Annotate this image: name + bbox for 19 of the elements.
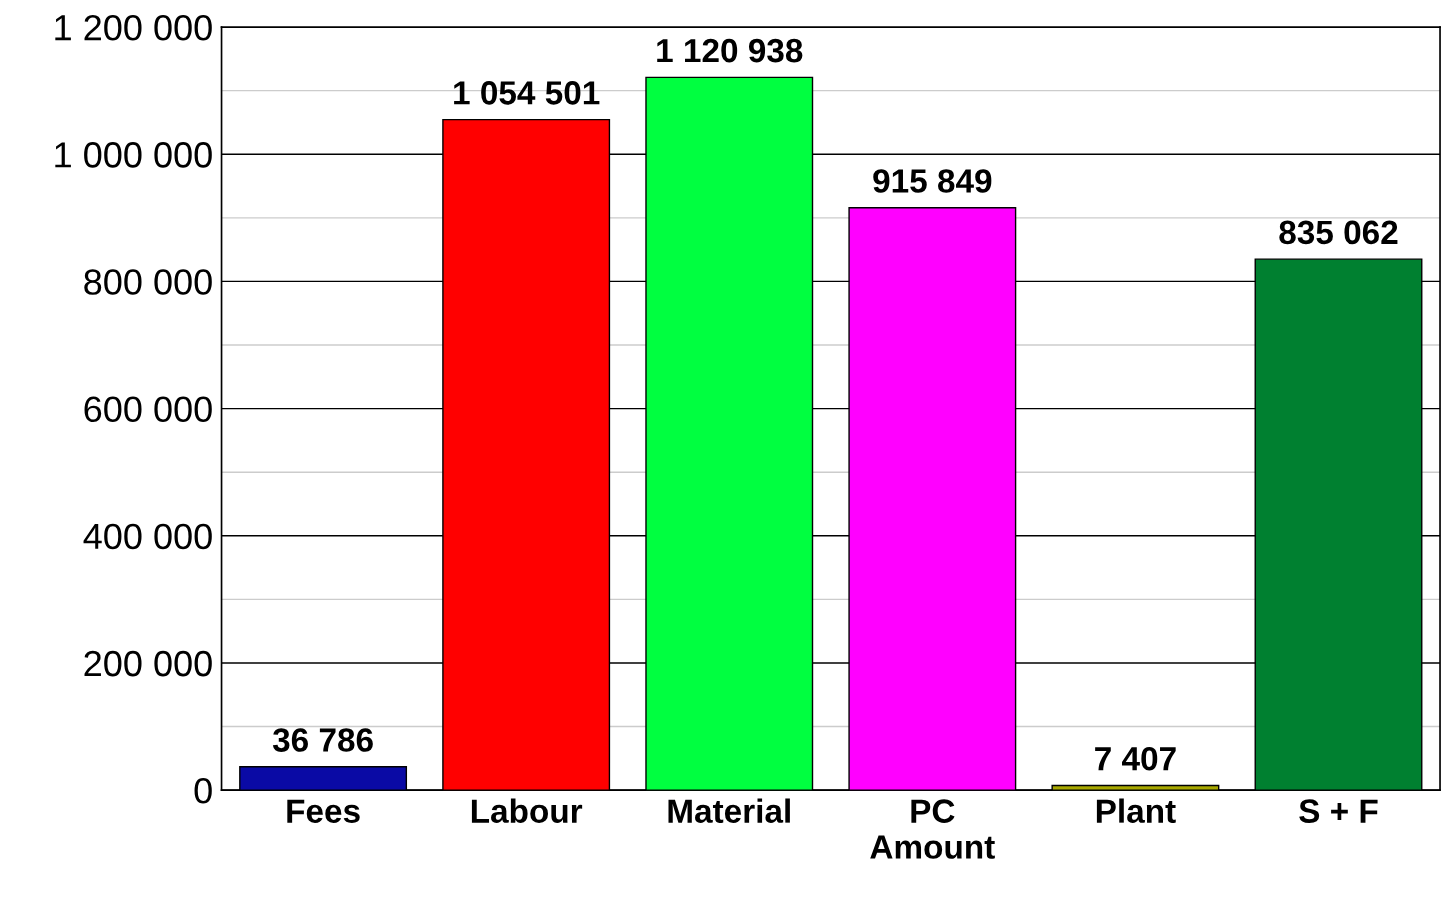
y-tick-label: 600 000 xyxy=(84,396,212,423)
x-tick-label: Plant xyxy=(1096,798,1176,823)
data-label: 1 120 938 xyxy=(657,38,803,63)
data-label: 915 849 xyxy=(873,169,992,193)
x-tick-label: PC Amount xyxy=(870,799,995,859)
x-tick-label: S + F xyxy=(1299,799,1378,823)
x-tick-label: Fees xyxy=(287,799,360,823)
y-tick-label: 200 000 xyxy=(84,650,212,677)
data-label: 36 786 xyxy=(272,728,373,752)
data-label: 7 407 xyxy=(1095,746,1176,771)
x-tick-label: Material xyxy=(668,798,790,823)
data-label: 1 054 501 xyxy=(454,81,600,105)
y-tick-label: 0 xyxy=(194,778,212,804)
data-label: 835 062 xyxy=(1279,220,1398,245)
x-tick-label: Labour xyxy=(471,798,583,823)
y-tick-label: 1 000 000 xyxy=(55,142,212,168)
y-tick-label: 1 200 000 xyxy=(55,14,212,41)
y-tick-label: 400 000 xyxy=(83,523,212,550)
y-tick-label: 800 000 xyxy=(84,269,212,295)
